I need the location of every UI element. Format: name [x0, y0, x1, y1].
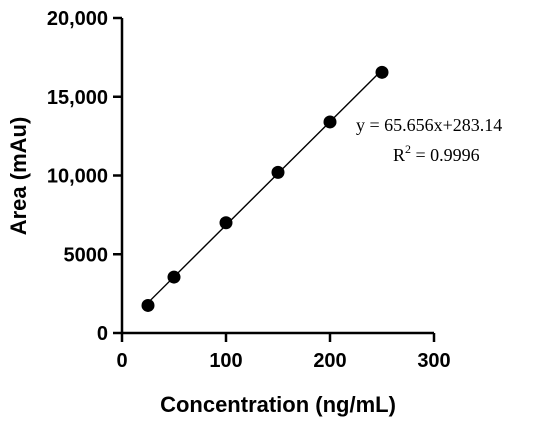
r-squared-annotation: R2 = 0.9996 [393, 142, 480, 165]
regression-line [147, 69, 383, 304]
data-point [141, 298, 155, 312]
r-squared-value: = 0.9996 [411, 145, 480, 165]
x-tick-label: 100 [209, 350, 242, 372]
y-tick-label: 0 [97, 323, 108, 345]
x-axis-title: Concentration (ng/mL) [160, 392, 396, 417]
y-tick-label: 15,000 [47, 87, 108, 109]
data-point [323, 115, 337, 129]
x-tick-label: 0 [116, 350, 127, 372]
y-axis-title: Area (mAu) [6, 117, 31, 236]
x-tick-label: 300 [417, 350, 450, 372]
data-point [219, 216, 233, 230]
y-tick-label: 10,000 [47, 166, 108, 188]
y-tick-label: 20,000 [47, 8, 108, 30]
regression-equation: y = 65.656x+283.14 [356, 115, 502, 135]
r-squared-prefix: R [393, 145, 405, 165]
y-axis-ticks: 0 5000 10,000 15,000 20,000 [47, 8, 122, 345]
y-tick-label: 5000 [64, 244, 109, 266]
data-point [271, 165, 285, 179]
r-squared-superscript: 2 [405, 142, 411, 156]
data-point [375, 65, 389, 79]
regression-line-group [147, 69, 383, 304]
data-point [167, 270, 181, 284]
data-points [141, 65, 389, 312]
x-tick-label: 200 [313, 350, 346, 372]
x-axis-ticks: 0 100 200 300 [116, 333, 451, 372]
